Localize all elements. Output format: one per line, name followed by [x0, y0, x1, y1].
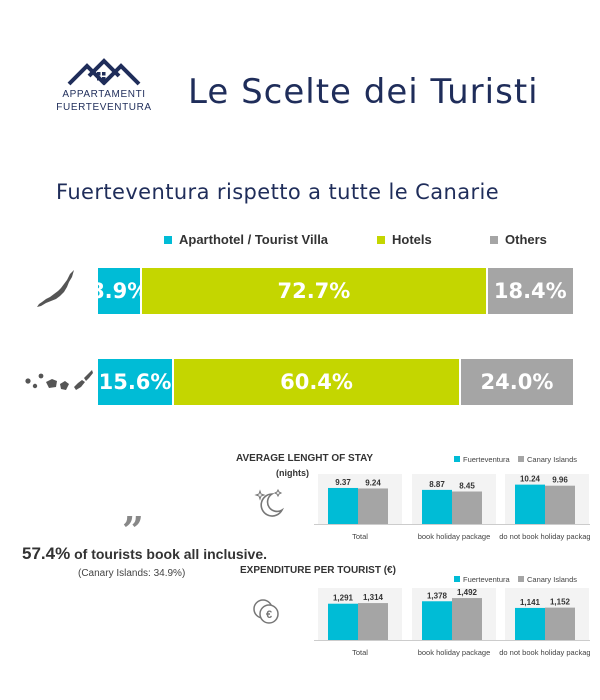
- bar-label-aparthotel-tourist-villa-canary-islands: 15.6%: [98, 370, 172, 394]
- logo-line-1: APPARTAMENTI: [62, 89, 146, 100]
- all-inclusive-note: (Canary Islands: 34.9%): [78, 568, 186, 579]
- bar-canary-islands-total: [358, 488, 388, 524]
- quote-icon: ”: [122, 508, 144, 553]
- logo-line-2: FUERTEVENTURA: [56, 102, 152, 113]
- legend-swatch-canary-islands: [518, 456, 524, 462]
- bar-segment-others-canary-islands: 24.0%: [458, 359, 573, 405]
- category-label-book-holiday-package: book holiday package: [418, 648, 491, 657]
- legend-label-hotels: Hotels: [392, 232, 432, 247]
- brand-logo[interactable]: APPARTAMENTI FUERTEVENTURA: [52, 58, 156, 114]
- house-roof-icon: [67, 58, 141, 86]
- bar-canary-islands-do-not-book-holiday-package: [545, 485, 575, 524]
- bar-fuerteventura-do-not-book-holiday-package: [515, 607, 545, 640]
- bar-segment-aparthotel-tourist-villa-canary-islands: 15.6%: [98, 359, 173, 405]
- moon-stars-icon: [254, 488, 285, 517]
- euro-coins-icon: €: [253, 599, 279, 624]
- stacked-bar-canary-islands: 15.6% 60.4% 24.0%: [98, 359, 573, 405]
- canary-islands-icon: [25, 370, 93, 390]
- value-label-canary-islands-book-holiday-package: 8.45: [459, 482, 475, 491]
- legend-swatch-fuerteventura: [454, 456, 460, 462]
- value-label-canary-islands-do-not-book-holiday-package: 1,152: [550, 598, 571, 607]
- svg-text:€: €: [266, 609, 272, 621]
- legend-swatch-canary-islands: [518, 576, 524, 582]
- bar-fuerteventura-book-holiday-package: [422, 489, 452, 524]
- bar-label-aparthotel-tourist-villa-fuerteventura: 8.9%: [90, 279, 149, 303]
- legend-hotels: Hotels: [377, 232, 432, 247]
- bar-label-hotels-fuerteventura: 72.7%: [277, 279, 351, 303]
- fuerteventura-island-icon: [37, 270, 74, 307]
- stacked-bar-fuerteventura: 8.9% 72.7% 18.4%: [90, 268, 573, 314]
- category-label-book-holiday-package: book holiday package: [418, 532, 491, 541]
- bar-canary-islands-book-holiday-package: [452, 598, 482, 640]
- category-label-do-not-book-holiday-package: do not book holiday package: [499, 532, 590, 541]
- legend-label-canary-islands: Canary Islands: [527, 455, 577, 464]
- legend-swatch-fuerteventura: [454, 576, 460, 582]
- legend-swatch-others: [490, 235, 498, 244]
- bar-canary-islands-total: [358, 603, 388, 640]
- value-label-fuerteventura-do-not-book-holiday-package: 10.24: [520, 475, 541, 484]
- bar-fuerteventura-book-holiday-package: [422, 601, 452, 640]
- legend-swatch-hotels: [377, 235, 385, 244]
- bar-segment-others-fuerteventura: 18.4%: [485, 268, 573, 314]
- category-label-do-not-book-holiday-package: do not book holiday package: [499, 648, 590, 657]
- value-label-fuerteventura-total: 9.37: [335, 478, 351, 487]
- category-label-total: Total: [352, 648, 368, 657]
- legend-others: Others: [490, 232, 547, 247]
- bar-segment-hotels-canary-islands: 60.4%: [172, 359, 459, 405]
- chart-title: EXPENDITURE PER TOURIST (€): [240, 565, 396, 576]
- bar-label-others-fuerteventura: 18.4%: [493, 279, 567, 303]
- bar-fuerteventura-total: [328, 487, 358, 524]
- legend-label-others: Others: [505, 232, 547, 247]
- chart-subtitle: (nights): [276, 468, 309, 478]
- value-label-fuerteventura-book-holiday-package: 8.87: [429, 480, 445, 489]
- section-subtitle: Fuerteventura rispetto a tutte le Canari…: [56, 180, 500, 204]
- bar-label-hotels-canary-islands: 60.4%: [280, 370, 353, 394]
- all-inclusive-percent: 57.4%: [22, 544, 71, 563]
- bar-segment-aparthotel-tourist-villa-fuerteventura: 8.9%: [90, 268, 148, 314]
- bar-fuerteventura-total: [328, 603, 358, 640]
- bar-label-others-canary-islands: 24.0%: [480, 370, 554, 394]
- chart-expenditure-per-tourist: EXPENDITURE PER TOURIST (€) Fuerteventura…: [240, 565, 590, 657]
- value-label-fuerteventura-total: 1,291: [333, 594, 354, 603]
- all-inclusive-text: of tourists book all inclusive.: [70, 546, 268, 562]
- value-label-fuerteventura-book-holiday-package: 1,378: [427, 591, 448, 600]
- bar-canary-islands-do-not-book-holiday-package: [545, 607, 575, 640]
- value-label-canary-islands-book-holiday-package: 1,492: [457, 588, 478, 597]
- legend-swatch-aparthotel: [164, 235, 172, 244]
- legend-aparthotel: Aparthotel / Tourist Villa: [164, 232, 328, 247]
- legend-label-canary-islands: Canary Islands: [527, 575, 577, 584]
- bar-fuerteventura-do-not-book-holiday-package: [515, 484, 545, 524]
- value-label-fuerteventura-do-not-book-holiday-package: 1,141: [520, 598, 541, 607]
- value-label-canary-islands-do-not-book-holiday-package: 9.96: [552, 476, 568, 485]
- logo-text: APPARTAMENTI FUERTEVENTURA: [52, 88, 156, 114]
- bar-segment-hotels-fuerteventura: 72.7%: [140, 268, 486, 314]
- legend-label-fuerteventura: Fuerteventura: [463, 455, 511, 464]
- all-inclusive-statement: 57.4% of tourists book all inclusive.: [22, 544, 267, 564]
- bar-canary-islands-book-holiday-package: [452, 491, 482, 524]
- value-label-canary-islands-total: 1,314: [363, 593, 384, 602]
- page-title: Le Scelte dei Turisti: [188, 72, 539, 112]
- category-label-total: Total: [352, 532, 368, 541]
- legend-label-fuerteventura: Fuerteventura: [463, 575, 511, 584]
- value-label-canary-islands-total: 9.24: [365, 478, 381, 487]
- chart-average-length-of-stay: AVERAGE LENGHT OF STAY (nights) Fuertevent…: [236, 453, 590, 541]
- legend-label-aparthotel: Aparthotel / Tourist Villa: [179, 232, 329, 247]
- chart-title: AVERAGE LENGHT OF STAY: [236, 453, 373, 464]
